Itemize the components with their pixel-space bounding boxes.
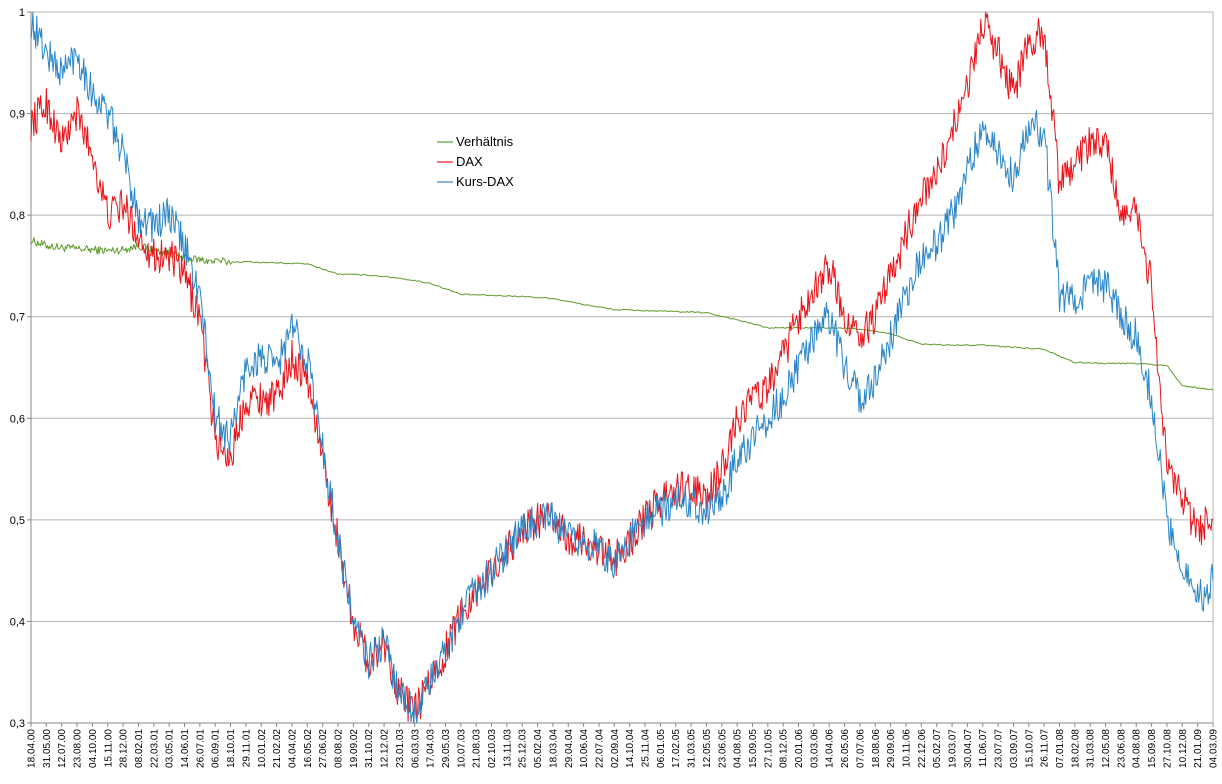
y-tick-label: 0,6 — [10, 413, 25, 425]
x-tick-label: 17.04.03 — [426, 729, 437, 768]
x-tick-label: 03.03.06 — [809, 729, 820, 768]
x-tick-label: 23.06.05 — [717, 729, 728, 768]
legend-label: Verhältnis — [456, 134, 514, 149]
x-tick-label: 07.07.06 — [855, 729, 866, 768]
x-tick-label: 03.09.07 — [1009, 729, 1020, 768]
x-tick-label: 22.12.06 — [917, 729, 928, 768]
x-tick-label: 23.06.08 — [1116, 729, 1127, 768]
x-axis-ticks: 18.04.00 31.05.00 12.07.00 23.08.00 04.10.00… — [27, 723, 1220, 768]
x-tick-label: 29.11.01 — [241, 729, 252, 768]
series-lines — [30, 11, 1214, 724]
x-tick-label: 04.03.09 — [1209, 729, 1220, 768]
x-tick-label: 26.11.07 — [1040, 729, 1051, 768]
x-tick-label: 19.03.07 — [948, 729, 959, 768]
x-tick-label: 14.06.01 — [180, 729, 191, 768]
x-tick-label: 31.03.08 — [1086, 729, 1097, 768]
legend: Verhältnis DAX Kurs-DAX — [437, 134, 514, 189]
x-tick-label: 04.08.05 — [733, 729, 744, 768]
x-tick-label: 31.03.05 — [687, 729, 698, 768]
x-tick-label: 16.05.02 — [303, 729, 314, 768]
x-tick-label: 10.06.04 — [579, 729, 590, 768]
x-tick-label: 04.08.08 — [1132, 729, 1143, 768]
x-tick-label: 18.10.01 — [226, 729, 237, 768]
y-tick-label: 0,8 — [10, 210, 25, 222]
x-tick-label: 18.08.06 — [871, 729, 882, 768]
x-tick-label: 26.05.06 — [840, 729, 851, 768]
x-tick-label: 27.10.05 — [763, 729, 774, 768]
y-tick-label: 0,7 — [10, 312, 25, 324]
x-tick-label: 15.10.07 — [1024, 729, 1035, 768]
x-tick-label: 07.01.08 — [1055, 729, 1066, 768]
y-tick-label: 0,9 — [10, 109, 25, 121]
x-tick-label: 23.07.07 — [994, 729, 1005, 768]
x-tick-label: 19.09.02 — [349, 729, 360, 768]
x-tick-label: 14.04.06 — [825, 729, 836, 768]
x-tick-label: 12.07.00 — [57, 729, 68, 768]
x-tick-label: 08.02.01 — [134, 729, 145, 768]
legend-label: Kurs-DAX — [456, 174, 514, 189]
x-tick-label: 21.01.09 — [1193, 729, 1204, 768]
x-tick-label: 06.03.03 — [410, 729, 421, 768]
x-tick-label: 08.08.02 — [334, 729, 345, 768]
x-tick-label: 10.07.03 — [456, 729, 467, 768]
x-tick-label: 30.04.07 — [963, 729, 974, 768]
x-tick-label: 22.07.04 — [594, 729, 605, 768]
gridlines — [31, 11, 1213, 724]
x-tick-label: 05.02.07 — [932, 729, 943, 768]
x-tick-label: 10.12.08 — [1178, 729, 1189, 768]
x-tick-label: 23.08.00 — [73, 729, 84, 768]
x-tick-label: 29.09.06 — [886, 729, 897, 768]
x-tick-label: 31.05.00 — [42, 729, 53, 768]
y-tick-label: 0,5 — [10, 515, 25, 527]
x-tick-label: 02.10.03 — [487, 729, 498, 768]
x-tick-label: 18.04.00 — [27, 729, 38, 768]
x-tick-label: 26.07.01 — [195, 729, 206, 768]
x-tick-label: 11.06.07 — [978, 729, 989, 768]
x-tick-label: 28.12.00 — [119, 729, 130, 768]
y-tick-label: 1 — [19, 7, 25, 19]
x-tick-label: 13.11.03 — [502, 729, 513, 768]
y-axis-ticks: 0,3 0,4 0,5 0,6 0,7 0,8 0,9 1 — [10, 7, 31, 730]
legend-label: DAX — [456, 154, 483, 169]
x-tick-label: 12.05.08 — [1101, 729, 1112, 768]
x-tick-label: 18.03.04 — [548, 729, 559, 768]
x-tick-label: 21.08.03 — [472, 729, 483, 768]
x-tick-label: 15.09.05 — [748, 729, 759, 768]
x-tick-label: 02.09.04 — [610, 729, 621, 768]
x-tick-label: 29.04.04 — [564, 729, 575, 768]
x-tick-label: 23.01.03 — [395, 729, 406, 768]
x-tick-label: 14.10.04 — [625, 729, 636, 768]
x-tick-label: 04.10.00 — [88, 729, 99, 768]
x-tick-label: 12.05.05 — [702, 729, 713, 768]
x-tick-label: 10.11.06 — [901, 729, 912, 768]
x-tick-label: 05.02.04 — [533, 729, 544, 768]
x-tick-label: 06.09.01 — [211, 729, 222, 768]
x-tick-label: 25.11.04 — [641, 729, 652, 768]
x-tick-label: 15.11.00 — [103, 729, 114, 768]
x-tick-label: 27.06.02 — [318, 729, 329, 768]
x-tick-label: 03.05.01 — [165, 729, 176, 768]
series-line-kurs-dax — [30, 11, 1214, 724]
x-tick-label: 17.02.05 — [671, 729, 682, 768]
x-tick-label: 06.01.05 — [656, 729, 667, 768]
x-tick-label: 31.10.02 — [364, 729, 375, 768]
x-tick-label: 27.10.08 — [1162, 729, 1173, 768]
x-tick-label: 21.02.02 — [272, 729, 283, 768]
x-tick-label: 22.03.01 — [149, 729, 160, 768]
x-tick-label: 12.12.02 — [380, 729, 391, 768]
x-tick-label: 15.09.08 — [1147, 729, 1158, 768]
y-tick-label: 0,3 — [10, 718, 25, 730]
x-tick-label: 29.05.03 — [441, 729, 452, 768]
x-tick-label: 10.01.02 — [257, 729, 268, 768]
x-tick-label: 25.12.03 — [518, 729, 529, 768]
x-tick-label: 20.01.06 — [794, 729, 805, 768]
x-tick-label: 08.12.05 — [779, 729, 790, 768]
y-tick-label: 0,4 — [10, 616, 25, 628]
x-tick-label: 04.04.02 — [287, 729, 298, 768]
x-tick-label: 18.02.08 — [1070, 729, 1081, 768]
